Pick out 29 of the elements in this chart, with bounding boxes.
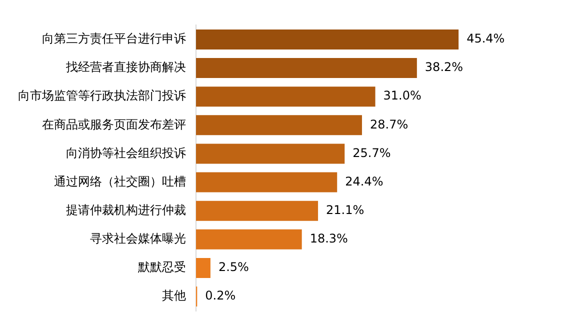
y-tick-label: 默默忍受 bbox=[137, 260, 186, 274]
data-label: 31.0% bbox=[383, 88, 422, 103]
data-label: 28.7% bbox=[370, 117, 408, 132]
bar bbox=[196, 144, 345, 164]
bar bbox=[196, 115, 362, 136]
y-tick-label: 提请仲裁机构进行仲裁 bbox=[66, 202, 186, 217]
bar bbox=[196, 172, 338, 192]
y-tick-label: 向消协等社会组织投诉 bbox=[66, 146, 186, 160]
bar bbox=[196, 86, 376, 107]
y-tick-label: 通过网络（社交圈）吐槽 bbox=[54, 174, 186, 188]
data-label: 18.3% bbox=[310, 232, 348, 246]
bar bbox=[196, 29, 459, 50]
y-tick-label: 其他 bbox=[162, 288, 186, 303]
data-label: 24.4% bbox=[345, 174, 384, 188]
y-tick-label: 在商品或服务页面发布差评 bbox=[42, 117, 186, 132]
bar bbox=[196, 258, 210, 278]
bar bbox=[196, 229, 302, 250]
data-label: 25.7% bbox=[352, 146, 391, 160]
bar bbox=[196, 58, 417, 78]
y-tick-label: 找经营者直接协商解决 bbox=[65, 60, 186, 74]
y-tick-label: 向第三方责任平台进行申诉 bbox=[42, 32, 186, 46]
data-label: 21.1% bbox=[326, 202, 364, 217]
data-label: 45.4% bbox=[466, 32, 505, 46]
bar bbox=[196, 200, 318, 221]
y-tick-label: 寻求社会媒体曝光 bbox=[90, 232, 186, 246]
data-label: 38.2% bbox=[424, 60, 464, 74]
data-label: 2.5% bbox=[218, 260, 249, 274]
y-tick-label: 向市场监管等行政执法部门投诉 bbox=[18, 88, 186, 103]
data-label: 0.2% bbox=[205, 288, 236, 303]
